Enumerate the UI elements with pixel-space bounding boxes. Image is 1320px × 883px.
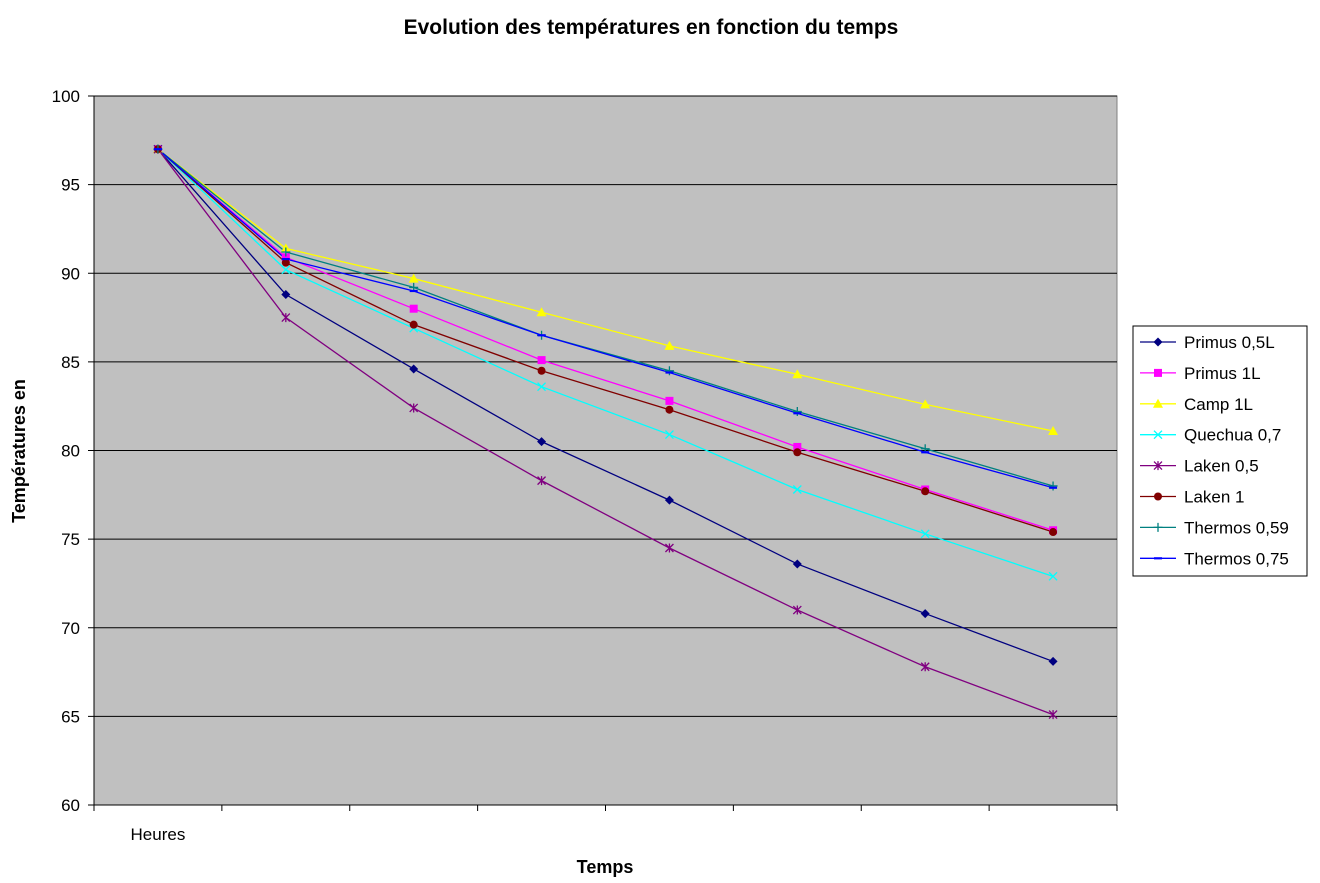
data-point xyxy=(537,437,547,447)
x-axis-title: Temps xyxy=(577,857,634,877)
data-point xyxy=(792,605,802,615)
data-point xyxy=(1049,528,1058,537)
data-point xyxy=(537,366,546,375)
gridlines xyxy=(94,95,1117,717)
data-point xyxy=(920,529,930,539)
y-tick-label: 90 xyxy=(61,264,80,283)
data-point xyxy=(921,487,930,496)
data-point xyxy=(793,448,802,457)
data-point xyxy=(792,407,802,417)
series-markers xyxy=(152,144,1059,720)
y-tick-label: 75 xyxy=(61,530,80,549)
legend-label: Thermos 0,59 xyxy=(1184,518,1289,537)
data-point xyxy=(537,382,547,392)
series-line xyxy=(157,148,1054,487)
data-point xyxy=(281,265,291,275)
data-point xyxy=(664,543,674,553)
data-point xyxy=(920,609,930,619)
data-point xyxy=(408,273,419,283)
y-tick-label: 65 xyxy=(61,707,80,726)
data-point xyxy=(409,320,418,329)
chart-title: Evolution des températures en fonction d… xyxy=(404,16,899,39)
data-point xyxy=(1048,426,1059,436)
data-point xyxy=(281,253,290,262)
y-tick-label: 95 xyxy=(61,176,80,195)
series-line xyxy=(157,148,1054,489)
data-point xyxy=(409,364,419,374)
legend-item: Camp 1L xyxy=(1140,395,1253,414)
data-point xyxy=(1048,656,1058,666)
series-line xyxy=(157,148,1054,716)
y-tick-label: 70 xyxy=(61,619,80,638)
data-point xyxy=(793,442,802,451)
legend-label: Primus 0,5L xyxy=(1184,333,1275,352)
data-point xyxy=(1048,710,1058,720)
legend-label: Laken 1 xyxy=(1184,488,1245,507)
data-point xyxy=(281,258,290,267)
series-markers xyxy=(153,148,1058,489)
y-tick-label: 100 xyxy=(52,87,80,106)
data-point xyxy=(920,399,931,409)
legend-swatch-marker xyxy=(1153,522,1163,532)
legend-swatch-marker xyxy=(1154,492,1162,501)
series-line xyxy=(157,148,1054,432)
data-point xyxy=(792,369,803,379)
legend-swatch-marker xyxy=(1153,398,1163,408)
legend-label: Quechua 0,7 xyxy=(1184,426,1281,445)
series-line xyxy=(157,148,1054,663)
data-point xyxy=(409,403,419,413)
data-point xyxy=(537,476,547,486)
y-axis-title: Températures en xyxy=(9,379,29,523)
legend-label: Thermos 0,75 xyxy=(1184,549,1289,568)
legend-item: Thermos 0,59 xyxy=(1140,518,1289,537)
legend-item: Quechua 0,7 xyxy=(1140,426,1281,445)
data-point xyxy=(281,247,291,257)
data-point xyxy=(920,662,930,672)
series-line xyxy=(157,148,1054,531)
legend-item: Laken 0,5 xyxy=(1140,457,1259,476)
data-point xyxy=(536,307,547,317)
series-line xyxy=(157,148,1054,533)
y-tick-label: 85 xyxy=(61,353,80,372)
legend-label: Primus 1L xyxy=(1184,364,1261,383)
series-line xyxy=(157,148,1054,577)
data-point xyxy=(1048,571,1058,581)
legend-item: Primus 0,5L xyxy=(1140,333,1275,352)
data-point xyxy=(1048,481,1058,491)
legend-swatch-marker xyxy=(1153,461,1163,471)
legend-swatch-marker xyxy=(1153,337,1163,347)
data-point xyxy=(665,405,674,414)
plot-area xyxy=(93,95,1118,806)
y-axis: 60 65 70 75 80 85 90 95 100 xyxy=(52,87,95,815)
data-point xyxy=(664,366,674,376)
series-markers xyxy=(153,145,1058,537)
legend: Primus 0,5L Primus 1L Camp 1L Quechua 0,7 La… xyxy=(1132,325,1308,577)
data-point xyxy=(664,430,674,440)
data-point xyxy=(409,304,418,313)
legend-item: Thermos 0,75 xyxy=(1140,549,1289,568)
series-lines xyxy=(157,148,1054,716)
data-point xyxy=(665,396,674,405)
data-point xyxy=(664,495,674,505)
data-point xyxy=(792,559,802,569)
legend-swatch-marker xyxy=(1153,430,1163,440)
data-point xyxy=(537,356,546,365)
data-point xyxy=(281,313,291,323)
legend-label: Laken 0,5 xyxy=(1184,457,1259,476)
data-point xyxy=(664,340,675,350)
x-tick-label: Heures xyxy=(131,825,186,844)
data-point xyxy=(281,290,291,300)
x-axis: Heures xyxy=(93,804,1118,844)
legend-label: Camp 1L xyxy=(1184,395,1253,414)
data-point xyxy=(792,485,802,494)
legend-item: Laken 1 xyxy=(1140,488,1245,507)
y-tick-label: 80 xyxy=(61,442,80,461)
y-tick-label: 60 xyxy=(61,796,80,815)
legend-item: Primus 1L xyxy=(1140,364,1261,383)
legend-swatch-marker xyxy=(1154,368,1162,377)
legend-box xyxy=(1132,325,1308,577)
